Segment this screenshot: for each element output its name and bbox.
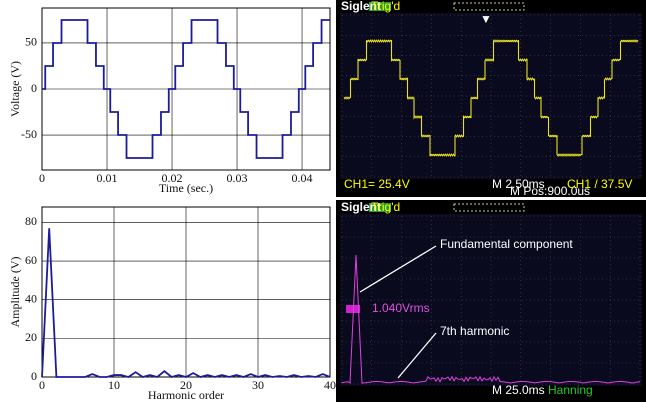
y-tick-label: 60 — [25, 253, 37, 267]
x-axis-title: Time (sec.) — [159, 181, 213, 195]
x-axis-title: Harmonic order — [148, 388, 224, 402]
annotation: Fundamental component — [440, 237, 573, 251]
x-tick-label: 40 — [324, 378, 336, 392]
y-axis-title: Amplitude (V) — [8, 257, 22, 328]
y-tick-label: 0 — [31, 369, 37, 383]
y-tick-label: 20 — [25, 330, 37, 344]
annotation: 7th harmonic — [440, 324, 509, 338]
scope-label: 1.040Vrms — [372, 301, 430, 315]
x-tick-label: 10 — [108, 378, 120, 392]
x-tick-label: 0 — [39, 171, 45, 185]
status: Trig'd — [371, 0, 400, 13]
status: Trig'd — [371, 200, 400, 214]
x-tick-label: 0.03 — [227, 171, 248, 185]
scope-label: CH1 / 37.5V — [567, 177, 632, 191]
y-axis-title: Voltage (V) — [8, 61, 22, 117]
trig-marker: ▼ — [480, 12, 492, 26]
x-tick-label: 30 — [252, 378, 264, 392]
y-tick-label: 40 — [25, 291, 37, 305]
x-tick-label: 0.01 — [97, 171, 118, 185]
x-tick-label: 0.04 — [292, 171, 313, 185]
y-tick-label: 0 — [31, 81, 37, 95]
x-tick-label: 0 — [39, 378, 45, 392]
scope-label: Hanning — [548, 383, 593, 397]
y-tick-label: -50 — [21, 127, 37, 141]
y-tick-label: 80 — [25, 214, 37, 228]
scope-label: CH1= 25.4V — [344, 177, 410, 191]
figure: Siglent Trig'd CH1= 25.4V M 2.50ms M Pos… — [0, 0, 646, 402]
y-tick-label: 50 — [25, 35, 37, 49]
scope-label: M 25.0ms — [492, 383, 545, 397]
